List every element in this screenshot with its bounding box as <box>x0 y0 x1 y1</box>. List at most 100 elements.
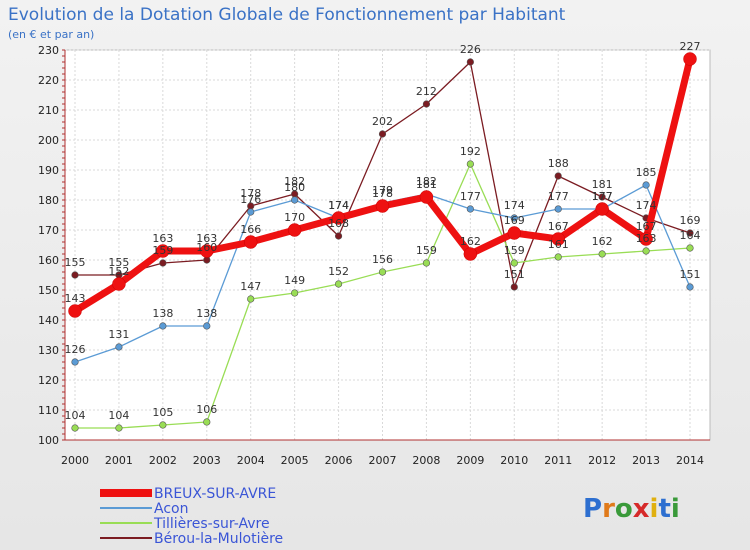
data-label-acon: 177 <box>460 190 481 203</box>
data-point-tillieres-sur-avre <box>334 280 343 288</box>
y-tick-label: 190 <box>38 164 59 177</box>
y-tick-label: 140 <box>38 314 59 327</box>
data-point-breux-sur-avre <box>551 232 565 246</box>
series-lines <box>68 52 697 432</box>
data-point-tillieres-sur-avre <box>247 295 255 303</box>
data-label-breux-sur-avre: 167 <box>548 220 569 233</box>
data-point-tillieres-sur-avre <box>203 418 211 426</box>
data-label-acon: 177 <box>592 190 613 203</box>
data-label-tillieres-sur-avre: 161 <box>548 238 569 251</box>
data-label-berou-la-mulotiere: 169 <box>680 214 701 227</box>
data-label-berou-la-mulotiere: 181 <box>592 178 613 191</box>
data-point-acon <box>247 208 255 216</box>
data-label-breux-sur-avre: 162 <box>460 235 481 248</box>
y-tick-label: 160 <box>38 254 59 267</box>
data-label-berou-la-mulotiere: 188 <box>548 157 569 170</box>
logo-letter: P <box>583 494 602 524</box>
x-tick-label: 2006 <box>325 454 353 467</box>
x-tick-label: 2013 <box>632 454 660 467</box>
data-label-breux-sur-avre: 143 <box>65 292 86 305</box>
data-point-acon <box>642 181 650 189</box>
data-point-acon <box>291 196 299 204</box>
y-tick-label: 100 <box>38 434 59 447</box>
data-point-breux-sur-avre <box>243 235 258 249</box>
grid-lines <box>64 49 711 441</box>
legend-label: BREUX-SUR-AVRE <box>154 486 276 502</box>
data-label-acon: 151 <box>680 268 701 281</box>
x-tick-label: 2010 <box>500 454 528 467</box>
data-point-berou-la-mulotiere <box>466 58 474 66</box>
data-label-breux-sur-avre: 178 <box>372 187 393 200</box>
data-point-breux-sur-avre <box>112 277 126 291</box>
data-label-tillieres-sur-avre: 105 <box>152 406 173 419</box>
data-point-acon <box>510 214 518 222</box>
x-tick-label: 2009 <box>456 454 484 467</box>
data-label-berou-la-mulotiere: 182 <box>284 175 305 188</box>
x-tick-label: 2012 <box>588 454 616 467</box>
y-tick-label: 150 <box>38 284 59 297</box>
data-point-berou-la-mulotiere <box>334 232 343 240</box>
data-label-breux-sur-avre: 169 <box>504 214 525 227</box>
x-tick-label: 2002 <box>149 454 177 467</box>
data-label-tillieres-sur-avre: 147 <box>240 280 261 293</box>
data-point-acon <box>115 343 123 351</box>
data-label-berou-la-mulotiere: 174 <box>636 199 657 212</box>
data-point-acon <box>159 322 167 330</box>
data-point-breux-sur-avre <box>287 223 302 237</box>
data-point-tillieres-sur-avre <box>422 259 431 267</box>
data-point-tillieres-sur-avre <box>466 160 474 168</box>
data-label-breux-sur-avre: 166 <box>240 223 261 236</box>
data-point-breux-sur-avre <box>156 244 170 258</box>
data-label-breux-sur-avre: 227 <box>680 40 701 53</box>
data-point-berou-la-mulotiere <box>686 229 694 237</box>
data-label-berou-la-mulotiere: 178 <box>240 187 261 200</box>
legend-label: Acon <box>154 501 188 517</box>
data-label-acon: 138 <box>152 307 173 320</box>
y-tick-label: 220 <box>38 74 59 87</box>
x-tick-label: 2004 <box>237 454 265 467</box>
data-point-tillieres-sur-avre <box>686 244 694 252</box>
data-label-breux-sur-avre: 170 <box>284 211 305 224</box>
data-label-acon: 179 <box>372 184 393 197</box>
data-label-tillieres-sur-avre: 149 <box>284 274 305 287</box>
data-point-breux-sur-avre <box>507 226 522 240</box>
data-point-berou-la-mulotiere <box>554 172 562 180</box>
logo-letter: o <box>615 494 633 524</box>
y-tick-label: 210 <box>38 104 59 117</box>
x-tick-label: 2000 <box>61 454 89 467</box>
data-label-acon: 138 <box>196 307 217 320</box>
data-label-acon: 180 <box>284 181 305 194</box>
data-point-acon <box>686 283 694 291</box>
data-point-berou-la-mulotiere <box>159 259 167 267</box>
data-label-acon: 176 <box>240 193 261 206</box>
data-label-tillieres-sur-avre: 152 <box>328 265 349 278</box>
data-label-tillieres-sur-avre: 104 <box>65 409 86 422</box>
data-label-berou-la-mulotiere: 151 <box>504 268 525 281</box>
data-point-berou-la-mulotiere <box>422 100 431 108</box>
y-tick-label: 170 <box>38 224 59 237</box>
data-label-acon: 131 <box>108 328 129 341</box>
data-point-acon <box>71 358 79 366</box>
data-point-tillieres-sur-avre <box>378 268 387 276</box>
data-point-tillieres-sur-avre <box>291 289 299 297</box>
data-point-tillieres-sur-avre <box>510 259 518 267</box>
axes: 100 110 120 130 140 150 160 170 180 190 200 210 220 2… <box>38 44 710 467</box>
data-point-tillieres-sur-avre <box>71 424 79 432</box>
data-label-acon: 126 <box>65 343 86 356</box>
data-label-breux-sur-avre: 152 <box>108 265 129 278</box>
legend-label: Tillières-sur-Avre <box>153 516 270 532</box>
logo-letter: i <box>650 494 659 524</box>
y-tick-label: 230 <box>38 44 59 57</box>
data-label-berou-la-mulotiere: 202 <box>372 115 393 128</box>
chart-title: Evolution de la Dotation Globale de Fonc… <box>8 5 566 25</box>
logo-letter: t <box>658 494 670 524</box>
data-label-acon: 182 <box>416 175 437 188</box>
data-point-tillieres-sur-avre <box>642 247 650 255</box>
data-label-berou-la-mulotiere: 212 <box>416 85 437 98</box>
data-label-tillieres-sur-avre: 159 <box>416 244 437 257</box>
logo-letter: r <box>602 494 615 524</box>
data-point-breux-sur-avre <box>463 247 478 261</box>
data-label-tillieres-sur-avre: 156 <box>372 253 393 266</box>
